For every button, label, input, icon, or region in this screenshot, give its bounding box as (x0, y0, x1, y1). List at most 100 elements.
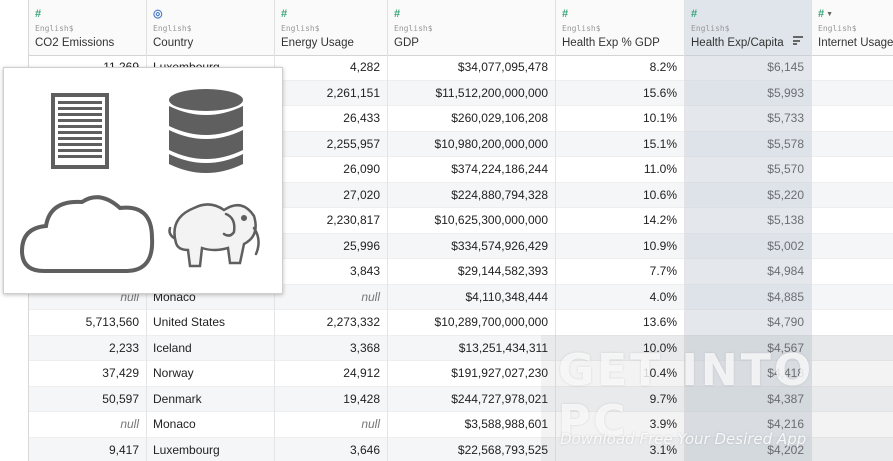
table-row[interactable]: 5,713,560 United States 2,273,332 $10,289,7… (29, 310, 893, 336)
table-cell[interactable]: 8.2% (649, 60, 677, 74)
column-divider[interactable] (684, 55, 685, 461)
table-cell[interactable]: 2,230,817 (326, 213, 380, 227)
table-cell[interactable]: 19,428 (343, 391, 380, 406)
table-cell[interactable]: $374,224,186,244 (451, 162, 548, 176)
table-cell[interactable] (812, 81, 893, 106)
table-cell[interactable]: $13,251,434,311 (458, 340, 548, 355)
table-cell[interactable]: 50,597 (102, 391, 139, 406)
table-cell[interactable] (812, 234, 893, 259)
table-cell[interactable]: $4,110,348,444 (465, 289, 548, 304)
table-row[interactable]: 50,597 Denmark 19,428 $244,727,978,021 9.7% $… (29, 386, 893, 412)
table-cell[interactable]: $5,578 (767, 136, 804, 151)
table-cell[interactable]: 3,646 (349, 442, 380, 457)
column-header-internet-usage[interactable]: # ▼ English$ Internet Usage (812, 0, 893, 55)
table-cell[interactable]: $10,980,200,000,000 (434, 136, 548, 151)
table-cell[interactable]: $11,512,200,000,000 (435, 85, 548, 100)
table-cell[interactable]: 2,233 (108, 340, 139, 355)
table-cell[interactable]: 7.7% (649, 264, 677, 278)
table-cell[interactable]: $5,993 (767, 85, 804, 100)
table-cell[interactable]: $4,885 (767, 289, 804, 304)
table-cell[interactable]: Luxembourg (153, 442, 220, 457)
table-row[interactable]: null Monaco null $3,588,988,601 3.9% $4,216 (29, 412, 893, 438)
table-cell[interactable]: 10.9% (642, 238, 677, 253)
table-cell[interactable]: $22,568,793,525 (457, 442, 548, 457)
table-cell[interactable]: 10.6% (642, 187, 677, 202)
column-divider[interactable] (811, 55, 812, 461)
table-cell[interactable]: $260,029,106,208 (451, 111, 548, 125)
table-cell[interactable]: 13.6% (642, 315, 677, 329)
table-cell[interactable] (812, 310, 893, 335)
table-cell[interactable]: 3.1% (649, 442, 677, 457)
table-row[interactable]: 9,417 Luxembourg 3,646 $22,568,793,525 3.1% $… (29, 437, 893, 461)
table-cell[interactable]: 3,843 (349, 264, 380, 278)
table-row[interactable]: 3,843 $29,144,582,393 7.7% $4,984 (29, 259, 893, 285)
table-cell[interactable]: 26,433 (343, 111, 380, 125)
column-header-co2-emissions[interactable]: # English$ CO2 Emissions (29, 0, 147, 55)
table-cell[interactable]: 37,429 (102, 366, 139, 380)
sort-icon[interactable] (793, 36, 803, 45)
table-cell[interactable]: 15.6% (642, 85, 677, 100)
table-cell[interactable]: $5,733 (767, 111, 804, 125)
table-row[interactable]: 2,230,817 $10,625,300,000,000 14.2% $5,138 (29, 208, 893, 234)
table-cell[interactable]: $4,418 (767, 366, 804, 380)
table-cell[interactable]: Denmark (153, 391, 202, 406)
table-cell[interactable]: United States (153, 315, 226, 329)
table-cell[interactable]: 10.4% (642, 366, 677, 380)
table-cell[interactable]: $10,289,700,000,000 (434, 315, 548, 329)
column-divider[interactable] (555, 55, 556, 461)
table-cell[interactable]: 3,368 (349, 340, 380, 355)
table-cell[interactable]: 26,090 (343, 162, 380, 176)
table-cell[interactable]: $4,216 (767, 417, 804, 431)
column-header-gdp[interactable]: # English$ GDP (388, 0, 556, 55)
table-cell[interactable]: null (361, 289, 380, 304)
table-cell[interactable]: $334,574,926,429 (451, 238, 548, 253)
table-cell[interactable]: 9,417 (108, 442, 139, 457)
column-header-health-exp-gdp[interactable]: # English$ Health Exp % GDP (556, 0, 685, 55)
table-cell[interactable]: 4,282 (349, 60, 380, 74)
table-cell[interactable]: 25,996 (343, 238, 380, 253)
table-cell[interactable]: 5,713,560 (85, 315, 139, 329)
table-cell[interactable]: $29,144,582,393 (457, 264, 548, 278)
table-cell[interactable]: 3.9% (649, 417, 677, 431)
table-cell[interactable]: null (361, 417, 380, 431)
table-cell[interactable]: 2,273,332 (326, 315, 380, 329)
table-row[interactable]: 26,090 $374,224,186,244 11.0% $5,570 (29, 157, 893, 183)
column-divider[interactable] (387, 55, 388, 461)
table-cell[interactable]: 9.7% (649, 391, 677, 406)
table-row[interactable]: 37,429 Norway 24,912 $191,927,027,230 10.4% $… (29, 361, 893, 387)
table-cell[interactable]: 27,020 (343, 187, 380, 202)
table-cell[interactable]: $4,790 (767, 315, 804, 329)
table-cell[interactable]: $224,880,794,328 (451, 187, 548, 202)
table-cell[interactable]: $6,145 (767, 60, 804, 74)
table-cell[interactable]: Iceland (153, 340, 192, 355)
table-cell[interactable]: 10.0% (642, 340, 677, 355)
table-cell[interactable]: $5,220 (767, 187, 804, 202)
table-cell[interactable]: 2,261,151 (326, 85, 380, 100)
table-cell[interactable]: $5,138 (767, 213, 804, 227)
table-cell[interactable]: 14.2% (642, 213, 677, 227)
table-cell[interactable]: $4,202 (767, 442, 804, 457)
table-row[interactable]: 2,233 Iceland 3,368 $13,251,434,311 10.0% $4,… (29, 335, 893, 361)
table-cell[interactable]: $5,570 (767, 162, 804, 176)
table-cell[interactable]: 15.1% (642, 136, 677, 151)
table-cell[interactable] (812, 259, 893, 284)
table-cell[interactable]: 10.1% (642, 111, 677, 125)
table-cell[interactable]: $4,984 (767, 264, 804, 278)
table-cell[interactable] (812, 157, 893, 182)
table-cell[interactable]: $10,625,300,000,000 (434, 213, 548, 227)
table-cell[interactable]: $5,002 (767, 238, 804, 253)
table-cell[interactable]: 4.0% (649, 289, 677, 304)
column-header-country[interactable]: ◎ English$ Country (147, 0, 275, 55)
table-cell[interactable] (812, 285, 893, 310)
table-cell[interactable] (812, 183, 893, 208)
table-cell[interactable]: 11.0% (643, 162, 677, 176)
table-cell[interactable]: $34,077,095,478 (457, 60, 548, 74)
table-cell[interactable]: 2,255,957 (326, 136, 380, 151)
table-row[interactable]: 26,433 $260,029,106,208 10.1% $5,733 (29, 106, 893, 132)
table-cell[interactable]: Monaco (153, 417, 196, 431)
chevron-down-icon[interactable]: ▼ (826, 11, 834, 18)
table-cell[interactable] (812, 55, 893, 80)
table-cell[interactable] (812, 132, 893, 157)
table-cell[interactable]: $244,727,978,021 (451, 391, 548, 406)
column-header-energy-usage[interactable]: # English$ Energy Usage (275, 0, 388, 55)
